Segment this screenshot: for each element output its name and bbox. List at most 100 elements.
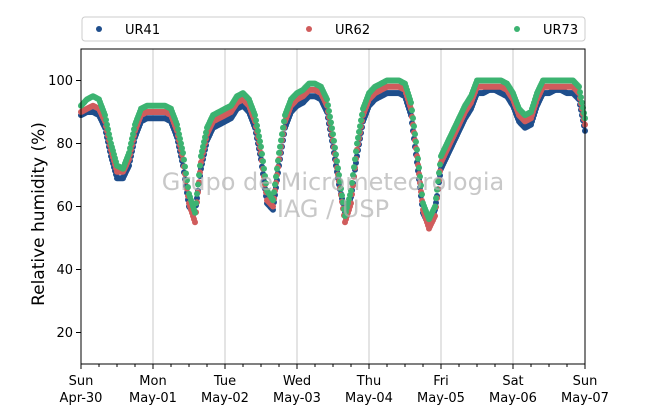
data-point [176, 131, 182, 138]
data-point [194, 195, 200, 202]
data-point [257, 138, 263, 145]
data-point [270, 203, 276, 210]
y-tick-label: 100 [48, 74, 73, 89]
data-point [328, 119, 334, 126]
data-point [351, 164, 357, 171]
data-point [577, 89, 583, 96]
data-point [182, 163, 188, 170]
data-point [408, 99, 414, 106]
data-point [197, 162, 203, 169]
y-axis-label: Relative humidity (%) [29, 122, 49, 306]
data-point [278, 137, 284, 144]
data-point [280, 124, 286, 131]
data-point [130, 131, 136, 138]
x-tick-label-date: May-07 [561, 391, 609, 406]
data-point [419, 191, 425, 198]
data-point [413, 138, 419, 145]
data-point [179, 145, 185, 152]
data-point [127, 145, 133, 152]
data-point [325, 102, 331, 109]
legend-label: UR41 [125, 23, 160, 38]
x-tick-label-date: Apr-30 [60, 391, 103, 406]
data-point [261, 165, 267, 172]
data-point [579, 99, 585, 106]
data-points [78, 77, 588, 232]
data-point [175, 126, 181, 133]
data-point [174, 121, 180, 128]
x-tick-label-date: May-02 [201, 391, 249, 406]
y-tick-label: 60 [56, 200, 73, 215]
data-point [415, 155, 421, 162]
data-point [418, 182, 424, 189]
data-point [329, 125, 335, 132]
data-point [331, 137, 337, 144]
data-point [324, 96, 330, 103]
x-tick-label-day: Wed [283, 374, 311, 389]
data-point [337, 178, 343, 185]
data-point [353, 148, 359, 155]
data-point [104, 121, 110, 128]
x-tick-label-day: Sun [69, 374, 94, 389]
x-tick-label-date: May-01 [129, 391, 177, 406]
data-point [200, 143, 206, 150]
data-point [576, 83, 582, 90]
data-point [354, 140, 360, 147]
x-tick-label-day: Thu [356, 374, 381, 389]
data-point [184, 177, 190, 184]
data-point [349, 179, 355, 186]
data-point [333, 151, 339, 158]
data-point [336, 172, 342, 178]
legend-marker [514, 26, 520, 32]
data-point [326, 108, 332, 114]
x-tick-label-day: Mon [139, 374, 166, 389]
data-point [359, 111, 365, 118]
data-point [260, 158, 266, 165]
data-point [178, 140, 184, 147]
data-point [195, 181, 201, 188]
x-tick-label-date: May-03 [273, 391, 321, 406]
data-point [409, 107, 415, 114]
data-point [355, 134, 361, 141]
data-point [330, 131, 336, 138]
data-point [437, 161, 443, 168]
data-point [434, 186, 440, 193]
legend-box [81, 16, 586, 42]
data-point [194, 190, 200, 197]
data-point [416, 164, 422, 171]
legend-marker [306, 26, 312, 32]
data-point [417, 173, 423, 180]
x-tick-label-day: Sat [502, 374, 523, 389]
data-point [277, 143, 283, 150]
data-point [196, 172, 202, 178]
data-point [181, 156, 187, 163]
data-point [411, 123, 417, 130]
data-point [273, 173, 279, 180]
data-point [202, 134, 208, 141]
data-point [327, 113, 333, 120]
watermark-line-1: Grupo de Micrometeorologia [162, 168, 504, 196]
data-point [581, 110, 587, 116]
data-point [272, 181, 278, 188]
data-point [432, 203, 438, 210]
data-point [128, 140, 134, 147]
data-point [185, 184, 191, 191]
data-point [183, 170, 189, 177]
data-point [106, 131, 112, 138]
data-point [334, 158, 340, 165]
data-point [338, 185, 344, 192]
legend-marker [96, 26, 102, 32]
data-point [352, 156, 358, 163]
data-point [435, 178, 441, 185]
data-point [357, 123, 363, 130]
data-point [198, 153, 204, 160]
y-tick-label: 40 [56, 263, 73, 278]
data-point [252, 112, 258, 119]
data-point [102, 112, 108, 119]
data-point [274, 165, 280, 172]
x-tick-label-date: May-05 [417, 391, 465, 406]
data-point [332, 144, 338, 151]
data-point [126, 149, 132, 156]
data-point [276, 149, 282, 156]
data-point [193, 200, 199, 207]
data-point [578, 94, 584, 101]
